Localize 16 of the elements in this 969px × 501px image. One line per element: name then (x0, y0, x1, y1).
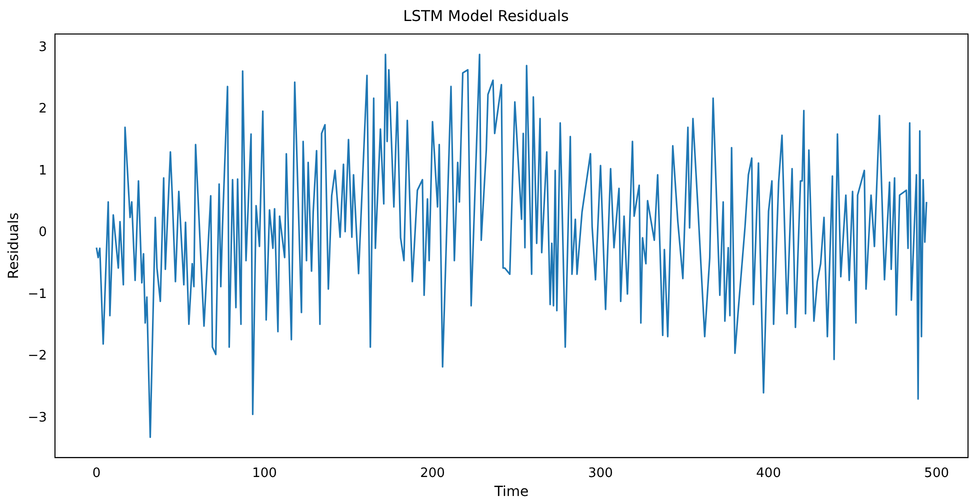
y-axis-title: Residuals (6, 212, 22, 280)
y-tick-label: −3 (28, 410, 47, 426)
x-tick-label: 200 (420, 466, 445, 481)
y-tick-label: 0 (38, 225, 47, 240)
x-tick-label: 100 (252, 466, 277, 481)
x-tick-label: 400 (756, 466, 781, 481)
y-tick-label: 1 (38, 163, 47, 178)
x-tick-label: 0 (92, 466, 101, 481)
x-tick-label: 500 (924, 466, 949, 481)
y-tick-label: 2 (38, 102, 47, 117)
x-tick-label: 300 (588, 466, 613, 481)
y-tick-label: 3 (38, 40, 47, 55)
chart-title: LSTM Model Residuals (403, 6, 570, 25)
x-axis-title: Time (493, 484, 529, 500)
y-tick-label: −2 (28, 348, 47, 364)
y-tick-label: −1 (28, 286, 47, 302)
